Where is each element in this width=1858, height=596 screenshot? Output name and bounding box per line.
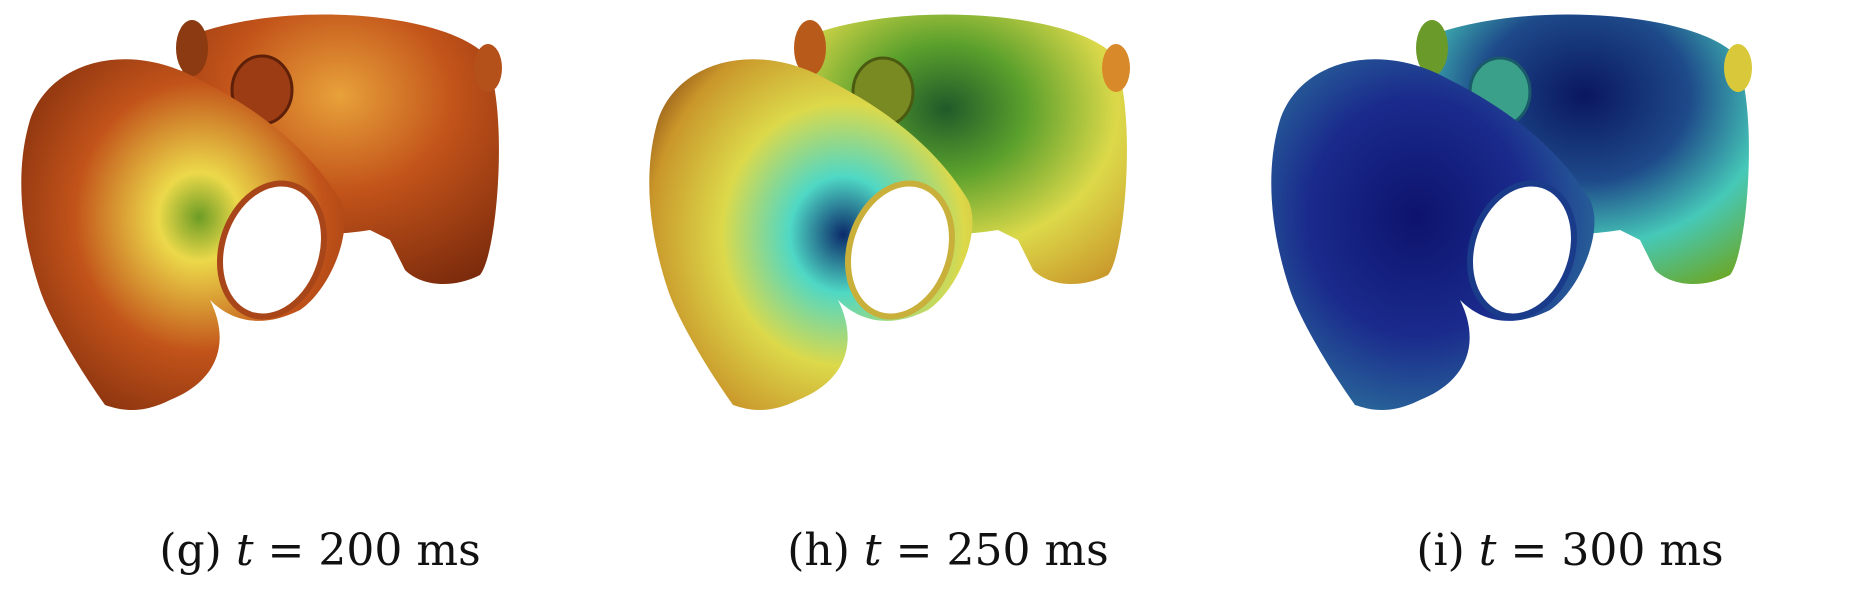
caption-label: (h) [787,525,850,576]
caption-unit: ms [1659,525,1724,576]
caption-value: 300 [1561,525,1646,576]
caption-h: (h) t = 250 ms [638,525,1258,576]
caption-variable: t [863,525,882,576]
front-chamber [1271,59,1595,410]
caption-unit: ms [416,525,481,576]
caption-g: (g) t = 200 ms [10,525,630,576]
caption-value: 200 [318,525,403,576]
panel-i: (i) t = 300 ms [1260,0,1858,596]
caption-unit: ms [1044,525,1109,576]
caption-variable: t [1478,525,1497,576]
panel-h: (h) t = 250 ms [638,0,1258,596]
chamber-opening [845,180,955,320]
caption-label: (i) [1416,525,1465,576]
front-chamber [21,59,345,410]
vessel-right [1724,44,1752,92]
vessel-left [176,20,208,76]
vessel-right [1102,44,1130,92]
vessel-left [1416,20,1448,76]
chamber-opening [1467,180,1577,320]
caption-relation: = [895,525,933,576]
front-chamber [649,59,973,410]
vessel-right [474,44,502,92]
caption-label: (g) [159,525,222,576]
caption-variable: t [235,525,254,576]
caption-relation: = [1510,525,1548,576]
caption-relation: = [267,525,305,576]
panel-g: (g) t = 200 ms [10,0,630,596]
heart-mesh-g [21,14,502,410]
vessel-left [794,20,826,76]
caption-value: 250 [946,525,1031,576]
heart-mesh-h [649,14,1130,410]
caption-i: (i) t = 300 ms [1260,525,1858,576]
chamber-opening [217,180,327,320]
heart-mesh-i [1271,14,1752,410]
